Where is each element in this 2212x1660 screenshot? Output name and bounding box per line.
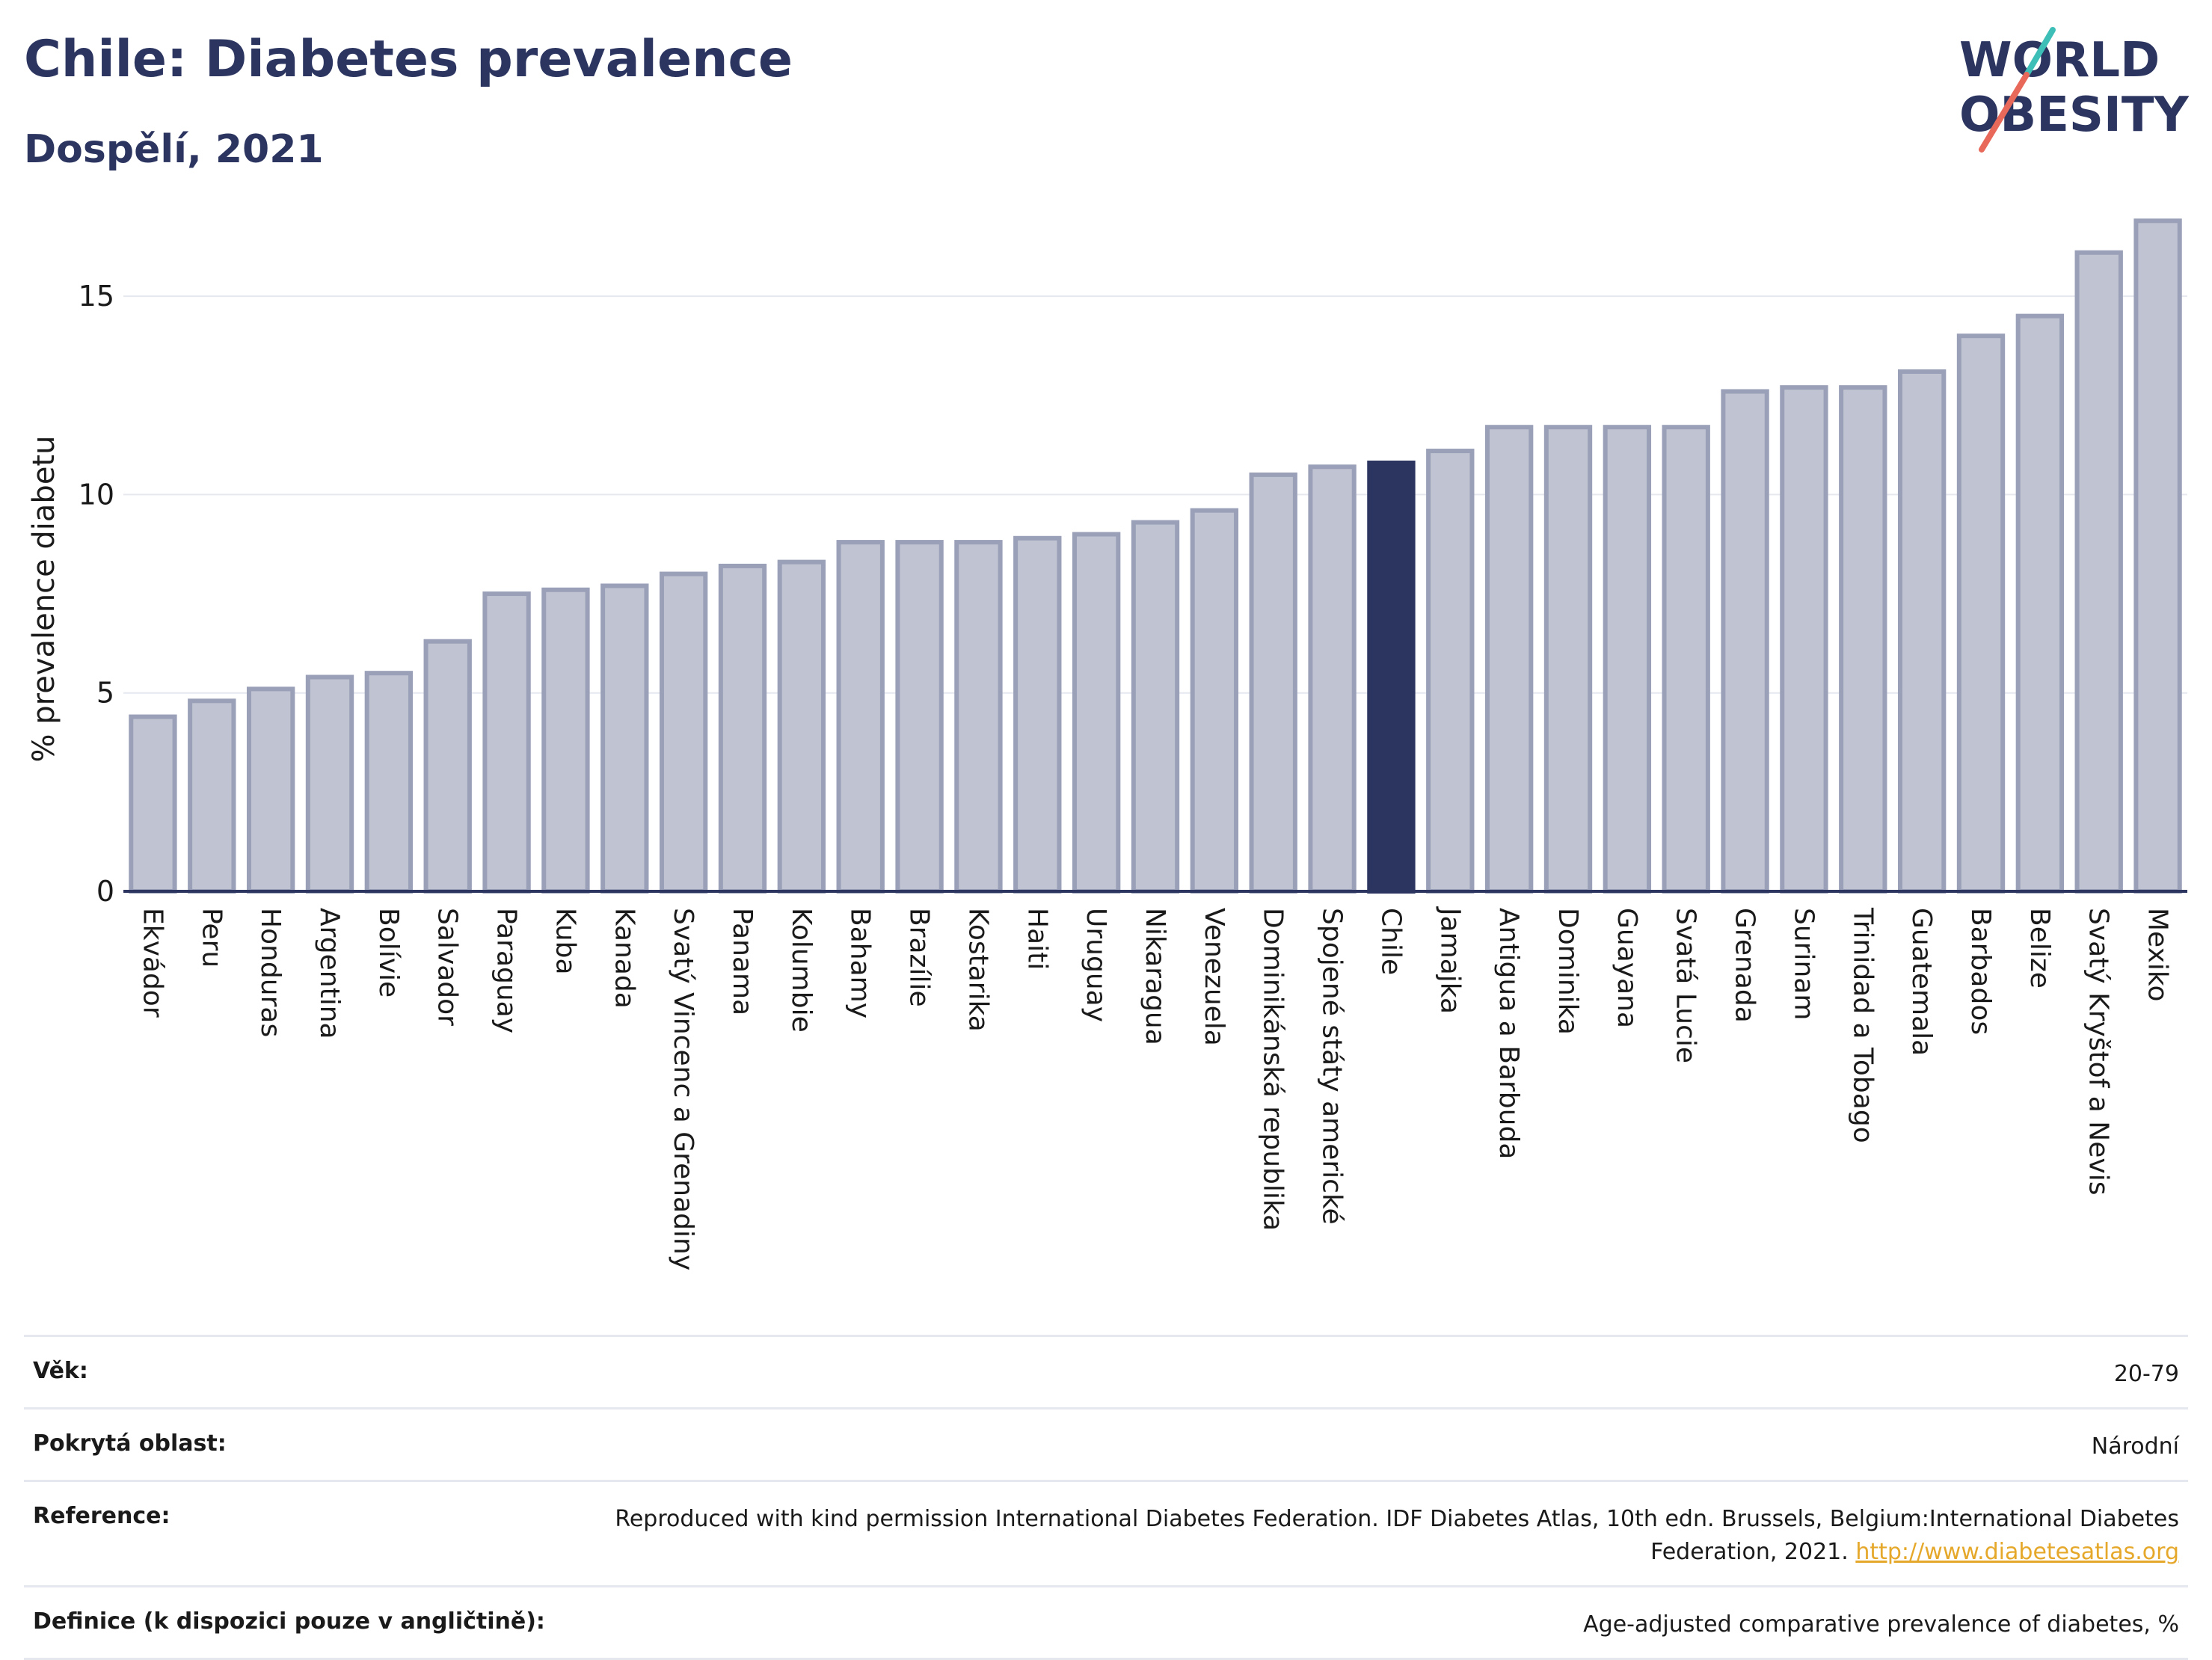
bar [129, 714, 177, 894]
y-tick-label: 15 [79, 280, 114, 313]
x-tick-label: Svatá Lucie [1671, 908, 1701, 1063]
x-tick-label: Surinam [1788, 908, 1819, 1020]
x-tick-label: Chile [1375, 908, 1406, 975]
x-tick-label: Bahamy [845, 908, 876, 1018]
x-tick-label: Paraguay [491, 908, 522, 1033]
bar [2015, 313, 2065, 894]
x-tick-label: Kolumbie [786, 908, 817, 1033]
chart-title: Chile: Diabetes prevalence [24, 30, 793, 89]
x-tick-label: Argentina [314, 908, 345, 1039]
bar [718, 563, 767, 894]
y-axis-label: % prevalence diabetu [27, 436, 61, 763]
x-tick-label: Barbados [1965, 908, 1996, 1035]
x-tick-label: Uruguay [1081, 908, 1111, 1022]
info-row-age: Věk: 20-79 [24, 1335, 2188, 1407]
x-tick-label: Nikaragua [1140, 908, 1170, 1045]
info-value: Národní [2091, 1433, 2179, 1460]
x-tick-label: Svatý Vincenc a Grenadiny [668, 908, 698, 1270]
info-value: 20-79 [2113, 1361, 2179, 1387]
logo-slash-red-icon [1979, 72, 2030, 153]
bar [1308, 464, 1357, 894]
x-tick-label: Guayana [1612, 908, 1642, 1028]
info-table: Věk: 20-79 Pokrytá oblast: Národní Refer… [24, 1335, 2188, 1660]
x-tick-label: Dominika [1552, 908, 1583, 1035]
x-tick-label: Kostarika [962, 908, 993, 1032]
bar [1897, 369, 1947, 894]
bar [1839, 385, 1887, 894]
reference-text: Reproduced with kind permission Internat… [615, 1506, 2179, 1565]
info-key: Věk: [33, 1358, 88, 1384]
info-key: Definice (k dispozici pouze v angličtině… [33, 1608, 545, 1635]
x-tick-label: Haiti [1021, 908, 1052, 970]
x-tick-label: Ekvádor [137, 908, 168, 1018]
x-tick-label: Spojené státy americké [1317, 908, 1348, 1225]
bar [895, 540, 944, 894]
bar [1190, 508, 1239, 894]
info-value: Reproduced with kind permission Internat… [571, 1503, 2179, 1569]
x-tick-label: Jamajka [1434, 906, 1465, 1014]
x-tick-label: Belize [2024, 908, 2055, 989]
x-tick-label: Brazílie [904, 908, 935, 1007]
info-value: Age-adjusted comparative prevalence of d… [1583, 1611, 2179, 1638]
y-tick-label: 10 [79, 478, 114, 511]
x-tick-label: Svatý Kryštof a Nevis [2083, 908, 2114, 1195]
info-key: Reference: [33, 1503, 170, 1529]
info-row-definition: Definice (k dispozici pouze v angličtině… [24, 1585, 2188, 1660]
bar [1072, 532, 1121, 894]
bar [1543, 425, 1593, 894]
bar [1426, 449, 1475, 894]
reference-link[interactable]: http://www.diabetesatlas.org [1855, 1539, 2179, 1565]
bar [1367, 460, 1416, 894]
x-tick-label: Salvador [432, 908, 463, 1026]
bar [1484, 425, 1534, 894]
bar [364, 671, 414, 894]
logo-line1: WORLD [1959, 33, 2160, 88]
bar [2133, 218, 2182, 894]
x-tick-label: Guatemala [1906, 908, 1937, 1056]
x-tick-label: Mexiko [2142, 908, 2173, 1001]
x-tick-label: Panama [727, 908, 758, 1015]
x-tick-label: Kanada [609, 908, 639, 1009]
bar [305, 674, 354, 894]
bar [1603, 425, 1652, 894]
bar [423, 639, 472, 894]
bar [1721, 389, 1769, 894]
info-row-coverage: Pokrytá oblast: Národní [24, 1407, 2188, 1480]
bar [836, 540, 885, 894]
bar [600, 583, 649, 894]
bar [482, 591, 531, 894]
bar [777, 559, 826, 894]
bar-chart: 0 5 10 15 % prevalence diabetu Ekvádor Peru Hon… [27, 218, 2187, 1270]
bar [1013, 535, 1062, 894]
bar [2074, 250, 2123, 894]
y-tick-label: 5 [96, 677, 114, 710]
x-tick-label: Trinidad a Tobago [1847, 907, 1878, 1143]
info-key: Pokrytá oblast: [33, 1430, 227, 1457]
x-tick-label: Peru [196, 908, 227, 968]
x-tick-label: Antigua a Barbuda [1493, 908, 1524, 1159]
bar [1956, 333, 2006, 894]
bar [541, 587, 590, 894]
bar [954, 540, 1003, 894]
x-tick-label: Venezuela [1199, 908, 1229, 1046]
logo-line2: OBESITY [1959, 87, 2189, 143]
bar [1662, 425, 1710, 894]
bar [659, 571, 708, 894]
logo-slash-teal-icon [2024, 27, 2056, 78]
bar [1131, 520, 1180, 894]
bar [246, 686, 295, 894]
bar [188, 698, 236, 894]
x-tick-label: Dominikánská republika [1258, 908, 1288, 1231]
x-tick-label: Honduras [255, 908, 286, 1037]
y-tick-label: 0 [96, 875, 114, 908]
x-tick-label: Bolívie [373, 908, 404, 997]
x-tick-label: Grenada [1730, 908, 1760, 1023]
x-tick-label: Kuba [550, 908, 580, 975]
bar [1780, 385, 1828, 894]
world-obesity-logo[interactable]: WORLD OBESITY [1944, 22, 2199, 157]
chart-subtitle: Dospělí, 2021 [24, 127, 324, 172]
info-row-reference: Reference: Reproduced with kind permissi… [24, 1480, 2188, 1585]
bar [1249, 472, 1297, 894]
